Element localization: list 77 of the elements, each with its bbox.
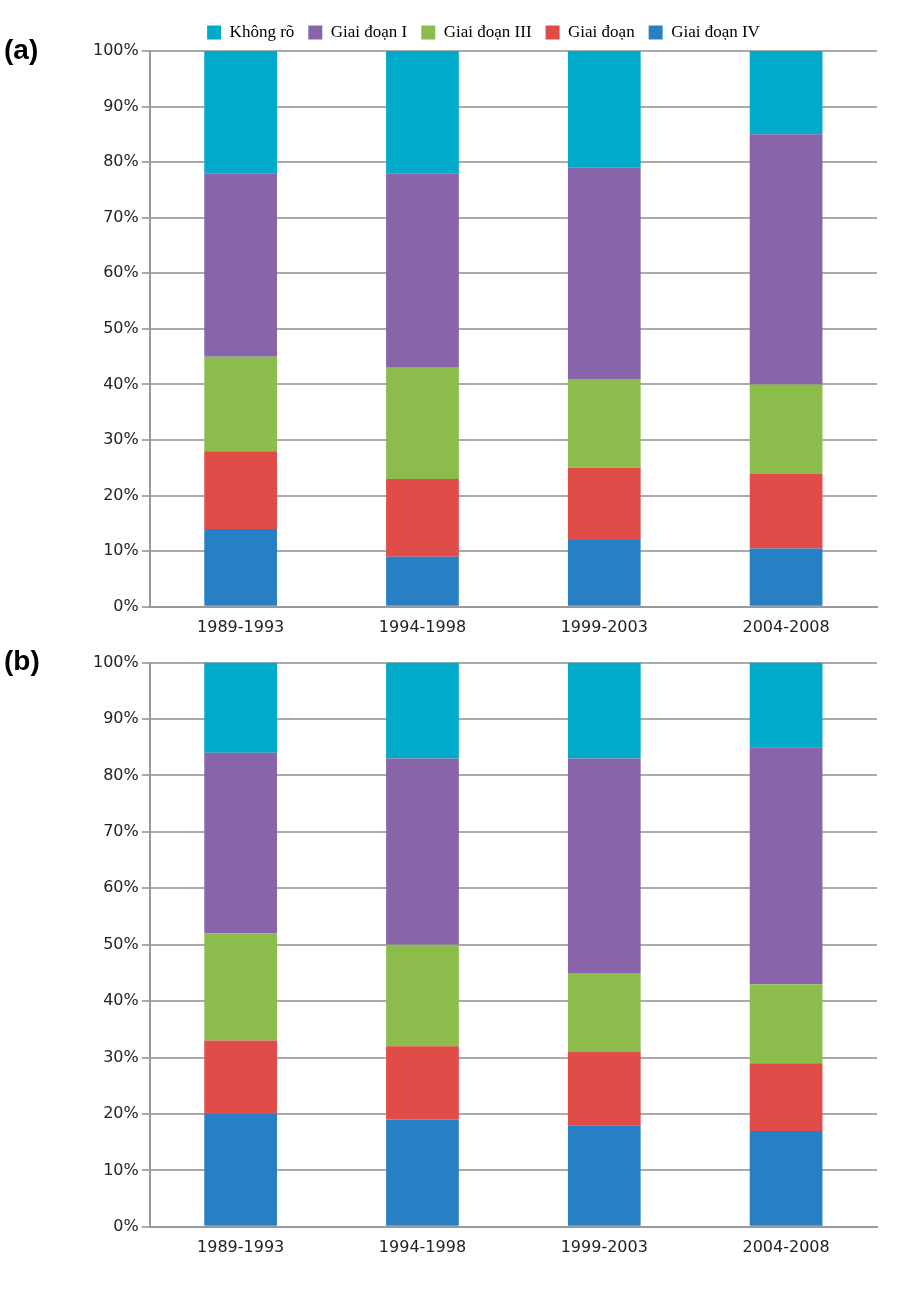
bar xyxy=(204,752,278,934)
legend-label: Giai đoạn I xyxy=(330,21,408,41)
legend-label: Giai đoạn IV xyxy=(671,21,761,41)
bar xyxy=(749,1130,823,1226)
x-tick-label: 2004-2008 xyxy=(742,1236,830,1256)
y-tick-label: 100% xyxy=(92,40,139,60)
bar xyxy=(567,467,641,541)
x-tick-label: 1989-1993 xyxy=(197,1236,285,1256)
legend-label: Giai đoạn xyxy=(568,21,636,41)
bar xyxy=(386,478,459,557)
bar xyxy=(204,1113,278,1226)
y-tick-label: 80% xyxy=(103,764,139,784)
y-tick-label: 30% xyxy=(103,429,139,449)
bar xyxy=(749,984,823,1064)
bar xyxy=(567,758,641,973)
chart-title: (a) xyxy=(4,33,39,65)
bar xyxy=(749,747,823,985)
bar xyxy=(567,167,641,379)
bar xyxy=(204,662,278,753)
y-tick-label: 30% xyxy=(103,1046,139,1066)
bar xyxy=(749,548,823,606)
bar xyxy=(204,173,278,357)
bar xyxy=(567,972,641,1052)
bar xyxy=(567,51,641,168)
x-tick-label: 1999-2003 xyxy=(560,616,648,636)
bar xyxy=(204,1040,278,1114)
bar xyxy=(386,51,459,174)
y-tick-label: 40% xyxy=(103,990,139,1010)
bar xyxy=(749,134,823,385)
bar xyxy=(204,356,278,452)
bar xyxy=(749,384,823,474)
legend-label: Giai đoạn III xyxy=(443,21,532,41)
bar xyxy=(386,1046,459,1120)
chart-title: (b) xyxy=(4,645,40,677)
bar xyxy=(386,173,459,368)
y-tick-label: 60% xyxy=(103,262,139,282)
bar xyxy=(386,367,459,479)
y-tick-label: 70% xyxy=(103,821,139,841)
y-tick-label: 10% xyxy=(103,540,139,560)
y-tick-label: 70% xyxy=(103,206,139,226)
bar xyxy=(204,528,278,606)
bar xyxy=(386,944,459,1047)
y-tick-label: 60% xyxy=(103,877,139,897)
y-tick-label: 0% xyxy=(113,1215,139,1235)
x-tick-label: 1994-1998 xyxy=(378,1236,467,1256)
bar xyxy=(567,1051,641,1126)
bar xyxy=(567,1125,641,1226)
bar xyxy=(749,662,823,748)
y-tick-label: 10% xyxy=(103,1159,139,1179)
y-tick-label: 50% xyxy=(103,933,139,953)
y-tick-label: 100% xyxy=(92,651,139,671)
bar xyxy=(567,378,641,468)
bar xyxy=(386,758,459,945)
bar xyxy=(567,540,641,606)
y-tick-label: 80% xyxy=(103,151,139,171)
bar xyxy=(204,451,278,529)
y-tick-label: 50% xyxy=(103,318,139,338)
y-tick-label: 20% xyxy=(103,1103,139,1123)
x-tick-label: 2004-2008 xyxy=(742,616,830,636)
y-tick-label: 0% xyxy=(113,595,139,615)
bar xyxy=(204,51,278,174)
x-tick-label: 1989-1993 xyxy=(197,616,285,636)
bar xyxy=(204,933,278,1041)
bar xyxy=(386,662,459,759)
x-tick-label: 1999-2003 xyxy=(560,1236,648,1256)
x-tick-label: 1994-1998 xyxy=(378,616,467,636)
y-tick-label: 40% xyxy=(103,373,139,393)
bar xyxy=(749,473,823,549)
bar xyxy=(386,1119,459,1226)
y-tick-label: 90% xyxy=(103,95,139,115)
y-tick-label: 90% xyxy=(103,708,139,728)
bar xyxy=(749,51,823,135)
y-tick-label: 20% xyxy=(103,484,139,504)
bar xyxy=(386,556,459,606)
legend-label: Không rõ xyxy=(229,21,295,41)
bar xyxy=(567,662,641,759)
bar xyxy=(749,1063,823,1131)
